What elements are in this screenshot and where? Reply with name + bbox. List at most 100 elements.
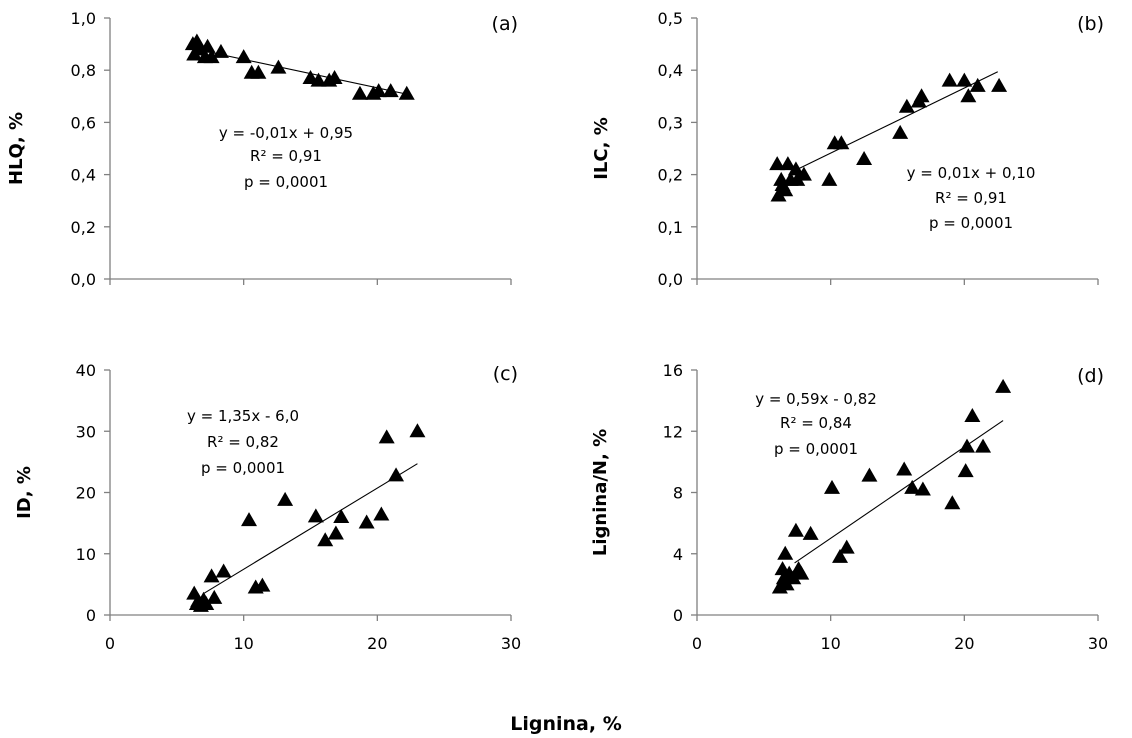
data-point: [995, 378, 1012, 393]
regression-annotation: R² = 0,84: [780, 414, 852, 432]
regression-annotation: y = 0,01x + 0,10: [907, 164, 1036, 182]
panel-d: 0 4 8 12 16 0 10 20 30 Lignina/N, % (d) y = 0,59x -…: [590, 361, 1108, 653]
data-point: [333, 509, 350, 523]
y-tick-label: 10: [76, 545, 96, 564]
data-point: [795, 166, 812, 181]
regression-annotation: p = 0,0001: [201, 459, 285, 477]
y-tick-label: 0,4: [71, 166, 96, 185]
data-point: [769, 156, 786, 171]
data-point: [957, 463, 974, 478]
y-tick-label: 12: [663, 422, 683, 441]
regression-annotation: p = 0,0001: [929, 214, 1013, 232]
data-point: [777, 545, 794, 560]
data-point: [277, 491, 294, 506]
regression-annotation: R² = 0,82: [207, 433, 279, 451]
data-point: [821, 171, 838, 186]
x-tick-label: 30: [1088, 634, 1108, 653]
panel-a: 0,0 0,2 0,4 0,6 0,8 1,0 HLQ, % (a) y = -0,01x + …: [6, 9, 518, 289]
data-point: [960, 88, 977, 103]
data-point: [959, 438, 976, 453]
data-point: [914, 481, 931, 496]
data-point: [964, 407, 981, 422]
panel-label: (a): [492, 13, 518, 35]
data-point: [861, 467, 878, 482]
data-point: [944, 495, 961, 510]
data-point: [856, 150, 873, 165]
y-tick-label: 20: [76, 484, 96, 503]
data-point: [832, 548, 849, 563]
panel-label: (c): [493, 363, 518, 385]
x-tick-label: 0: [692, 634, 702, 653]
data-point: [388, 467, 405, 482]
data-point: [270, 59, 287, 74]
data-point: [326, 70, 343, 85]
panel-label: (b): [1077, 13, 1104, 35]
regression-annotation: y = 1,35x - 6,0: [187, 407, 299, 425]
regression-annotation: y = -0,01x + 0,95: [219, 124, 353, 142]
data-point: [203, 49, 220, 64]
data-point: [833, 135, 850, 150]
regression-annotation: R² = 0,91: [935, 189, 1007, 207]
x-tick-label: 20: [954, 634, 974, 653]
y-axis-label: Lignina/N, %: [590, 429, 611, 556]
x-tick-label: 10: [233, 634, 253, 653]
data-point: [370, 83, 387, 98]
data-point: [307, 508, 324, 523]
y-tick-label: 30: [76, 422, 96, 441]
data-point: [969, 77, 986, 92]
data-point: [310, 72, 327, 87]
data-point: [373, 506, 390, 521]
data-point: [212, 43, 229, 58]
data-point: [975, 438, 992, 453]
data-point: [358, 514, 375, 529]
x-tick-label: 30: [501, 634, 521, 653]
regression-annotation: y = 0,59x - 0,82: [755, 390, 877, 408]
y-axis-label: HLQ, %: [6, 112, 27, 185]
panel-c: 0 10 20 30 40 0 10 20 30 ID, % (c) y = 1,35x - 6,0 R…: [14, 361, 521, 653]
data-point: [941, 72, 958, 87]
trendline: [797, 71, 998, 170]
data-point: [203, 568, 220, 583]
y-tick-label: 0,4: [658, 61, 683, 80]
data-point: [787, 161, 804, 176]
data-point: [206, 589, 223, 604]
data-point: [317, 532, 334, 547]
y-tick-label: 0,3: [658, 113, 683, 132]
x-tick-label: 20: [367, 634, 387, 653]
regression-annotation: R² = 0,91: [250, 147, 322, 165]
data-point: [254, 577, 271, 592]
y-axis-label: ILC, %: [591, 117, 612, 180]
data-point: [785, 570, 802, 585]
data-point: [409, 423, 426, 438]
y-tick-label: 0,5: [658, 9, 683, 28]
data-point: [802, 525, 819, 540]
y-tick-label: 0,1: [658, 218, 683, 237]
x-tick-label: 10: [820, 634, 840, 653]
data-point: [779, 156, 796, 171]
y-tick-label: 40: [76, 361, 96, 380]
data-point: [892, 124, 909, 139]
data-point: [382, 83, 399, 98]
data-point: [250, 64, 267, 79]
data-point: [378, 429, 395, 444]
panel-b: 0,0 0,1 0,2 0,3 0,4 0,5 ILC, % (b) y = 0,01x + 0…: [591, 9, 1104, 289]
y-tick-label: 0,2: [71, 218, 96, 237]
data-point: [838, 539, 855, 554]
data-point: [241, 512, 258, 527]
y-tick-label: 0,6: [71, 113, 96, 132]
y-axis-label: ID, %: [14, 466, 35, 519]
regression-annotation: p = 0,0001: [774, 440, 858, 458]
y-tick-label: 8: [673, 484, 683, 503]
data-point: [913, 88, 930, 103]
data-point: [787, 522, 804, 537]
regression-annotation: p = 0,0001: [244, 173, 328, 191]
y-tick-label: 0: [86, 606, 96, 625]
y-tick-label: 0,0: [658, 270, 683, 289]
data-point: [896, 461, 913, 476]
trendline: [203, 463, 418, 595]
panel-label: (d): [1077, 365, 1104, 387]
data-point: [215, 563, 232, 578]
x-tick-label: 0: [105, 634, 115, 653]
data-point: [898, 98, 915, 113]
